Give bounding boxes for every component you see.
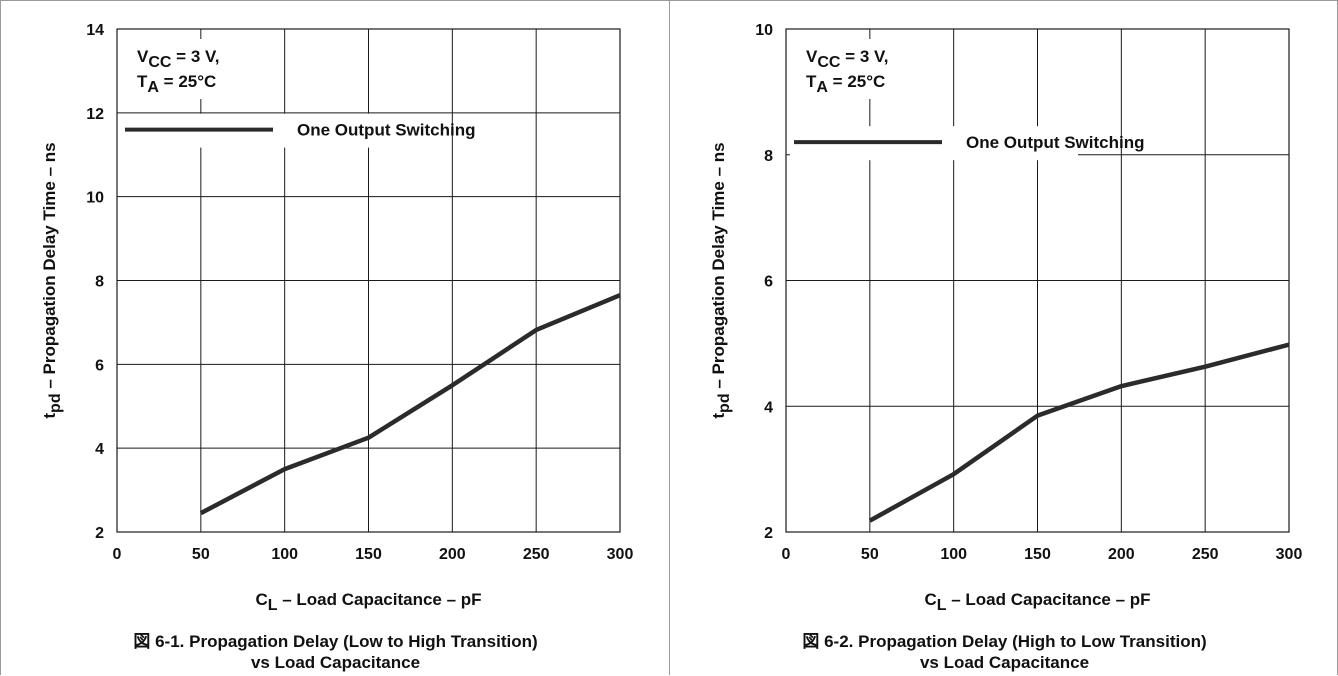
x-tick-label: 250	[1192, 546, 1219, 563]
chart-panel-left: 0 50 100 150 200 250 300 2 4 6 8 10 12 14 CL – Load Ca…	[0, 0, 669, 675]
y-tick-label: 12	[86, 106, 104, 123]
y-tick-label: 10	[86, 190, 104, 207]
figure-title-line2: vs Load Capacitance	[919, 653, 1090, 672]
x-axis-label: CL – Load Capacitance – pF	[924, 590, 1150, 614]
conditions-box	[125, 39, 251, 99]
x-tick-label: 300	[607, 546, 634, 563]
x-axis-label: CL – Load Capacitance – pF	[255, 590, 481, 614]
figure-caption-right: 図 6-2. Propagation Delay (High to Low Tr…	[670, 631, 1338, 673]
y-tick-label: 6	[764, 274, 773, 291]
conditions-ta: TA = 25°C	[806, 72, 885, 96]
figure-title-line2: vs Load Capacitance	[250, 653, 421, 672]
y-tick-label: 8	[764, 148, 773, 165]
x-tick-label: 0	[113, 546, 122, 563]
y-tick-label: 8	[95, 274, 104, 291]
plot-frame	[116, 28, 621, 533]
y-axis-label: tpd – Propagation Delay Time – ns	[40, 142, 64, 418]
x-tick-label: 50	[192, 546, 210, 563]
x-tick-label: 100	[271, 546, 298, 563]
conditions-box	[794, 39, 920, 99]
x-tick-label: 200	[1108, 546, 1135, 563]
y-tick-label: 6	[95, 357, 104, 374]
series-line	[868, 342, 1290, 523]
series-line	[199, 293, 621, 516]
legend-label: One Output Switching	[297, 121, 475, 140]
x-tick-label: 200	[439, 546, 466, 563]
conditions-vcc: VCC = 3 V,	[137, 47, 220, 71]
figure-title: Propagation Delay (High to Low Transitio…	[858, 632, 1207, 651]
y-axis-label: tpd – Propagation Delay Time – ns	[709, 142, 733, 418]
x-tick-label: 250	[523, 546, 550, 563]
y-tick-label: 4	[95, 441, 104, 458]
figure-number: 図 6-1.	[133, 632, 185, 651]
figure-number: 図 6-2.	[802, 632, 854, 651]
figure-title: Propagation Delay (Low to High Transitio…	[189, 632, 538, 651]
y-tick-label: 2	[764, 525, 773, 542]
conditions-vcc: VCC = 3 V,	[806, 47, 889, 71]
chart-panel-right: 0 50 100 150 200 250 300 2 4 6 8 10 CL – Load Capaci…	[669, 0, 1338, 675]
x-tick-label: 50	[861, 546, 879, 563]
y-tick-label: 10	[755, 22, 773, 39]
y-tick-label: 14	[86, 22, 104, 39]
conditions-ta: TA = 25°C	[137, 72, 216, 96]
x-tick-label: 150	[1024, 546, 1051, 563]
x-tick-label: 300	[1276, 546, 1303, 563]
legend-label: One Output Switching	[966, 133, 1144, 152]
x-tick-label: 0	[782, 546, 791, 563]
figure-caption-left: 図 6-1. Propagation Delay (Low to High Tr…	[1, 631, 670, 673]
plot-frame	[785, 28, 1290, 533]
caption-title: 図 6-1. Propagation Delay (Low to High Tr…	[1, 631, 670, 652]
caption-title: 図 6-2. Propagation Delay (High to Low Tr…	[670, 631, 1338, 652]
y-tick-label: 4	[764, 399, 773, 416]
chart-svg-right: 0 50 100 150 200 250 300 2 4 6 8 10 CL – Load Capaci…	[709, 22, 1303, 614]
y-tick-label: 2	[95, 525, 104, 542]
x-tick-label: 150	[355, 546, 382, 563]
x-tick-label: 100	[940, 546, 967, 563]
chart-svg-left: 0 50 100 150 200 250 300 2 4 6 8 10 12 14 CL – Load Ca…	[40, 22, 634, 614]
